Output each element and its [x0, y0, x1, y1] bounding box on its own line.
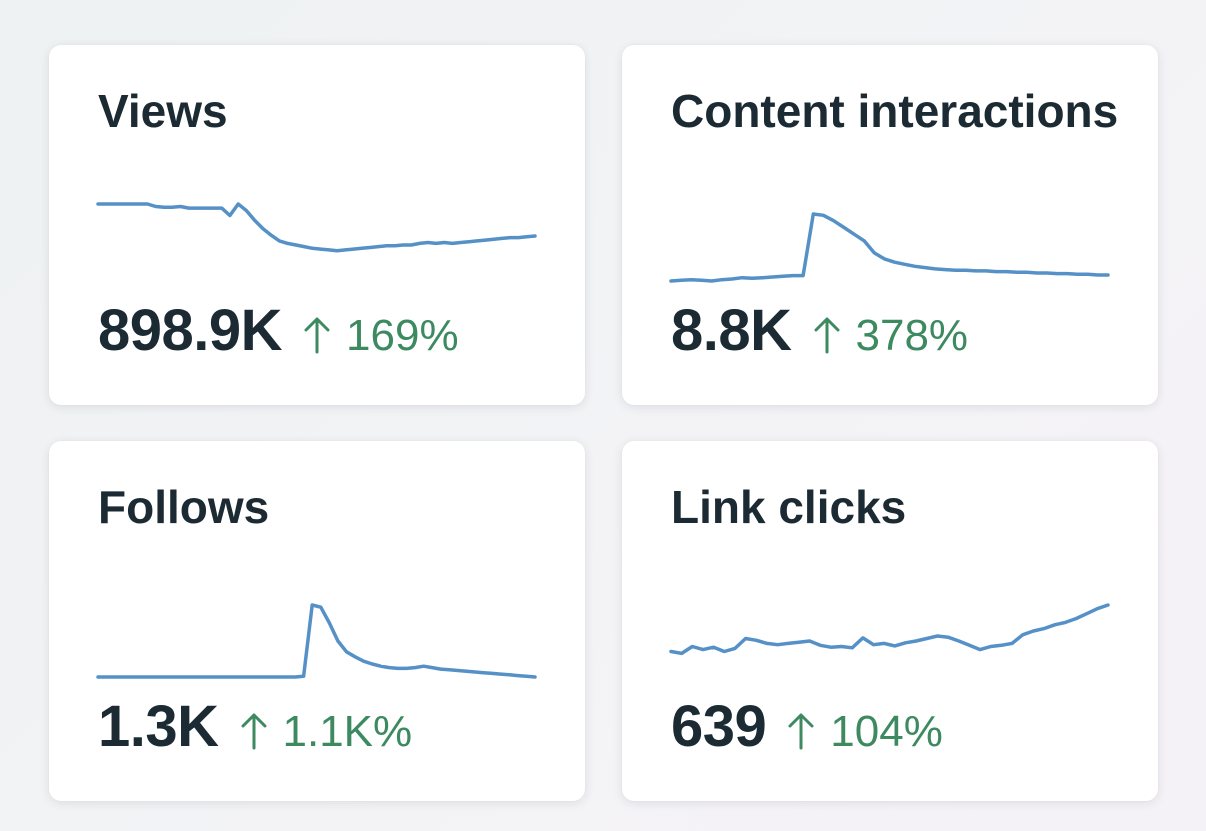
link-clicks-sparkline	[671, 601, 1108, 671]
metric-row: 1.3K 1.1K%	[98, 693, 412, 760]
change-percent: 1.1K%	[282, 707, 413, 756]
follows-card[interactable]: Follows 1.3K 1.1K%	[49, 441, 585, 801]
card-title: Link clicks	[671, 481, 907, 533]
card-title: Follows	[98, 481, 270, 533]
metric-value: 1.3K	[98, 694, 219, 759]
up-arrow-icon	[814, 317, 840, 354]
content-interactions-sparkline	[671, 210, 1108, 285]
link-clicks-card[interactable]: Link clicks 639 104%	[622, 441, 1158, 801]
up-arrow-icon	[788, 713, 814, 750]
metric-value: 639	[671, 694, 767, 759]
sparkline-path	[98, 204, 535, 251]
content-interactions-card[interactable]: Content interactions 8.8K 378%	[622, 45, 1158, 405]
metric-change: 169%	[302, 311, 459, 361]
change-percent: 378%	[855, 311, 969, 360]
metric-value: 8.8K	[671, 298, 792, 363]
sparkline-path	[671, 605, 1108, 653]
views-sparkline	[98, 200, 535, 290]
follows-sparkline	[98, 601, 535, 681]
metric-change: 378%	[812, 311, 969, 361]
up-arrow-icon	[304, 317, 330, 354]
metric-value: 898.9K	[98, 298, 283, 363]
card-title: Views	[98, 85, 228, 137]
views-card[interactable]: Views 898.9K 169%	[49, 45, 585, 405]
card-title: Content interactions	[671, 85, 1119, 137]
metric-row: 639 104%	[671, 693, 943, 760]
change-percent: 104%	[830, 707, 943, 756]
change-percent: 169%	[346, 311, 459, 360]
metric-row: 8.8K 378%	[671, 297, 968, 364]
metric-change: 1.1K%	[239, 707, 413, 757]
up-arrow-icon	[241, 713, 267, 750]
sparkline-path	[98, 605, 535, 677]
sparkline-path	[671, 214, 1108, 281]
metric-change: 104%	[786, 707, 943, 757]
metric-row: 898.9K 169%	[98, 297, 459, 364]
